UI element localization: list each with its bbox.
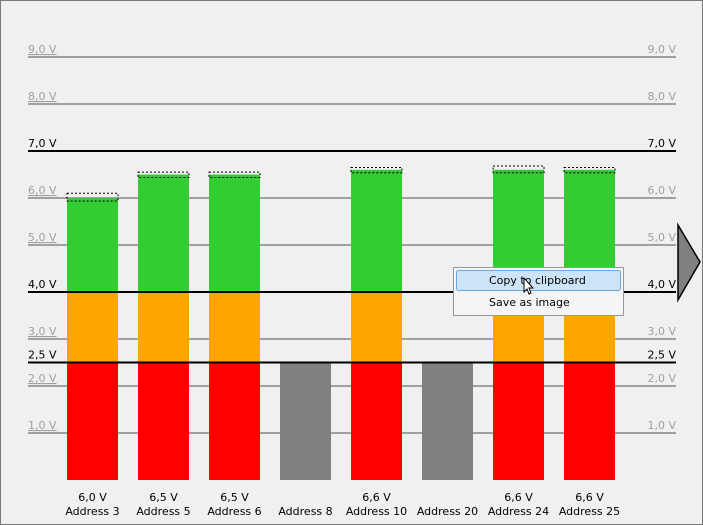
threshold-line-label: 7,0 V — [647, 137, 676, 150]
bar-low — [564, 362, 615, 480]
max-range — [66, 192, 119, 202]
max-range — [137, 171, 190, 178]
grid-line-label: 2,0 V — [647, 372, 676, 385]
grid-line-label: 8,0 V — [28, 90, 57, 103]
threshold-line-label: 7,0 V — [28, 137, 57, 150]
value-label: 6,0 V — [78, 491, 107, 504]
x-tick-label: Address 20 — [417, 505, 478, 518]
x-tick-label: Address 25 — [559, 505, 620, 518]
x-tick-label: Address 10 — [346, 505, 407, 518]
grid-line-label: 5,0 V — [647, 231, 676, 244]
bar-mid — [209, 292, 260, 363]
bar-high — [209, 174, 260, 292]
grid-line-label: 1,0 V — [647, 419, 676, 432]
value-label: 6,6 V — [575, 491, 604, 504]
bar-mid — [67, 292, 118, 363]
threshold-line-label: 4,0 V — [28, 278, 57, 291]
x-tick-label: Address 5 — [136, 505, 190, 518]
max-range — [208, 171, 261, 178]
menu-item-highlight[interactable] — [456, 270, 621, 291]
bar-high — [138, 174, 189, 292]
max-range — [350, 166, 403, 174]
x-tick-label: Address 24 — [488, 505, 549, 518]
max-range — [563, 166, 616, 174]
inactive-bar — [422, 362, 473, 480]
grid-line-label: 6,0 V — [647, 184, 676, 197]
x-tick-label: Address 8 — [278, 505, 332, 518]
grid-line-label: 9,0 V — [28, 43, 57, 56]
value-label: 6,5 V — [149, 491, 178, 504]
threshold-line-label: 2,5 V — [647, 349, 676, 362]
bar-high — [351, 169, 402, 292]
bar-low — [209, 362, 260, 480]
bar-mid — [138, 292, 189, 363]
x-tick-label: Address 3 — [65, 505, 119, 518]
bar-high — [67, 198, 118, 292]
expand-arrow[interactable] — [677, 222, 701, 303]
grid-line-label: 5,0 V — [28, 231, 57, 244]
inactive-bar — [280, 362, 331, 480]
bar-low — [493, 362, 544, 480]
max-range — [492, 165, 545, 174]
grid-line-label: 6,0 V — [28, 184, 57, 197]
grid-line-label: 1,0 V — [28, 419, 57, 432]
grid-line-label: 3,0 V — [647, 325, 676, 338]
threshold-line-label: 2,5 V — [28, 349, 57, 362]
grid-line-label: 3,0 V — [28, 325, 57, 338]
menu-item[interactable]: Copy to clipboard — [489, 274, 586, 287]
bar-low — [138, 362, 189, 480]
threshold-line-label: 4,0 V — [647, 278, 676, 291]
grid-line-label: 2,0 V — [28, 372, 57, 385]
menu-item[interactable]: Save as image — [489, 296, 570, 309]
value-label: 6,6 V — [362, 491, 391, 504]
bar-low — [67, 362, 118, 480]
bar-mid — [351, 292, 402, 363]
mouse-cursor — [523, 276, 535, 295]
bar-low — [351, 362, 402, 480]
value-label: 6,5 V — [220, 491, 249, 504]
grid-line-label: 8,0 V — [647, 90, 676, 103]
grid-line-label: 9,0 V — [647, 43, 676, 56]
value-label: 6,6 V — [504, 491, 533, 504]
x-tick-label: Address 6 — [207, 505, 261, 518]
context-menu: Copy to clipboard Save as image — [453, 267, 624, 316]
